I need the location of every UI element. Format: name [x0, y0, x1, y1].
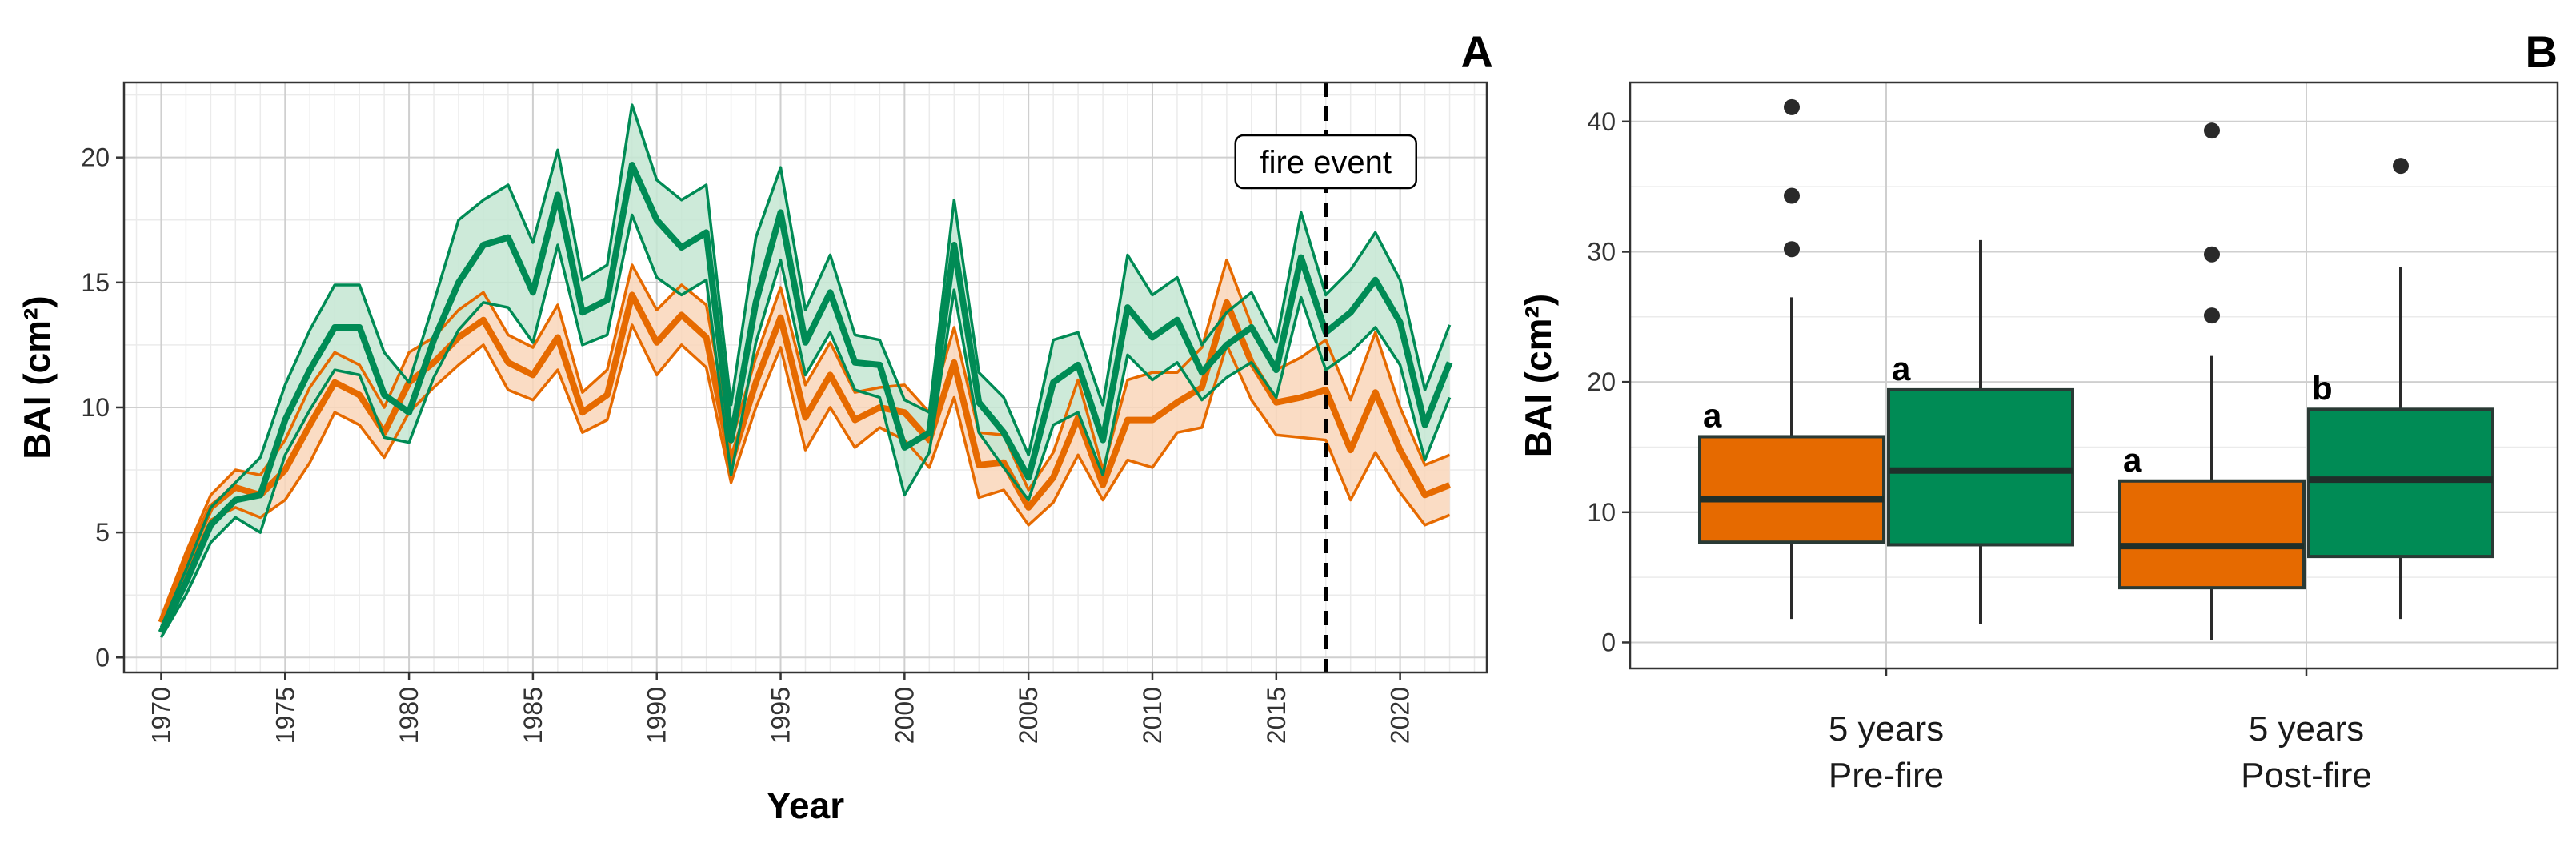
y-tick-label: 10: [81, 393, 110, 422]
outlier-point: [2204, 307, 2220, 324]
panel-b-box-plot: a a a b 0 10 20 30 40 5 years Pre-fire 5 years Pos…: [1517, 26, 2559, 795]
panel-a-series-lines: [158, 103, 1453, 639]
outlier-point: [2204, 122, 2220, 139]
y-tick-label: 30: [1587, 237, 1616, 266]
outlier-point: [2393, 158, 2409, 175]
y-tick-label: 20: [81, 143, 110, 172]
fire-event-label-box: [1234, 134, 1417, 190]
category-label-line: 5 years: [1829, 709, 1944, 749]
significance-letter: a: [1703, 396, 1722, 434]
panel-a-x-ticks: 1970 1975 1980 1985 1990 1995 2000 2005 2010 2015…: [146, 672, 1415, 744]
panel-b-x-ticks: 5 years Pre-fire 5 years Post-fire: [1829, 668, 2372, 795]
y-tick-label: 10: [1587, 498, 1616, 527]
panel-b-label: B: [2526, 26, 2558, 77]
x-tick-label: 1985: [519, 687, 547, 744]
significance-letter: a: [1892, 350, 1911, 387]
panel-b-boxes: a a a b: [1698, 98, 2494, 640]
x-tick-label: 2005: [1014, 687, 1043, 744]
panel-a-line-chart: fire event 0 5 10 15 20 1970 1975 1980 1985 1990…: [16, 26, 1493, 826]
x-tick-label: 2010: [1138, 687, 1167, 744]
panel-a-label: A: [1461, 26, 1493, 77]
outlier-point: [1784, 187, 1800, 204]
y-tick-label: 40: [1587, 107, 1616, 136]
box-green-cat0: a: [1887, 239, 2074, 624]
y-tick-label: 15: [81, 268, 110, 297]
box-orange-cat1: a: [2118, 122, 2306, 640]
lower-line-green: [159, 213, 1452, 639]
x-tick-label: 1970: [146, 687, 175, 744]
panel-b-y-axis-title: BAI (cm²): [1517, 294, 1559, 457]
x-tick-label: 1990: [643, 687, 671, 744]
x-tick-label: 2000: [890, 687, 919, 744]
panel-a-x-axis-title: Year: [767, 785, 844, 826]
panel-a-y-ticks: 0 5 10 15 20: [81, 143, 124, 672]
x-tick-label: 1975: [270, 687, 299, 744]
ribbon-orange: [161, 259, 1450, 628]
outlier-point: [2204, 246, 2220, 263]
x-tick-label: 2015: [1262, 687, 1291, 744]
panel-b-border: [1629, 81, 2559, 670]
box-green-cat1: b: [2307, 158, 2494, 620]
x-tick-label: 1995: [767, 687, 795, 744]
significance-letter: b: [2312, 369, 2333, 407]
fire-event-label: fire event: [1234, 134, 1417, 190]
mean-line-green: [158, 162, 1453, 634]
upper-line-green: [159, 103, 1452, 628]
panel-a-border: [122, 81, 1488, 674]
category-label-line: 5 years: [2249, 709, 2364, 749]
x-tick-label: 1980: [395, 687, 423, 744]
y-tick-label: 0: [95, 643, 110, 672]
x-tick-label: 2020: [1386, 687, 1415, 744]
panel-b-plot-area: [1630, 82, 2558, 668]
fire-event-label-text: fire event: [1260, 145, 1392, 180]
category-label-line: Pre-fire: [1829, 756, 1944, 795]
box-body: [1887, 387, 2074, 547]
box-orange-cat0: a: [1698, 98, 1885, 620]
y-tick-label: 20: [1587, 367, 1616, 396]
y-tick-label: 5: [95, 518, 110, 547]
panel-a-y-axis-title: BAI (cm²): [16, 295, 58, 459]
upper-line-orange: [159, 258, 1451, 618]
category-label-line: Post-fire: [2241, 756, 2372, 795]
box-body: [1698, 435, 1885, 544]
box-body: [2307, 407, 2494, 559]
outlier-point: [1784, 98, 1800, 115]
panel-b-y-ticks: 0 10 20 30 40: [1587, 107, 1630, 656]
outlier-point: [1784, 241, 1800, 258]
y-tick-label: 0: [1601, 628, 1616, 656]
lower-line-orange: [159, 323, 1451, 628]
significance-letter: a: [2123, 441, 2142, 479]
box-body: [2118, 479, 2306, 590]
